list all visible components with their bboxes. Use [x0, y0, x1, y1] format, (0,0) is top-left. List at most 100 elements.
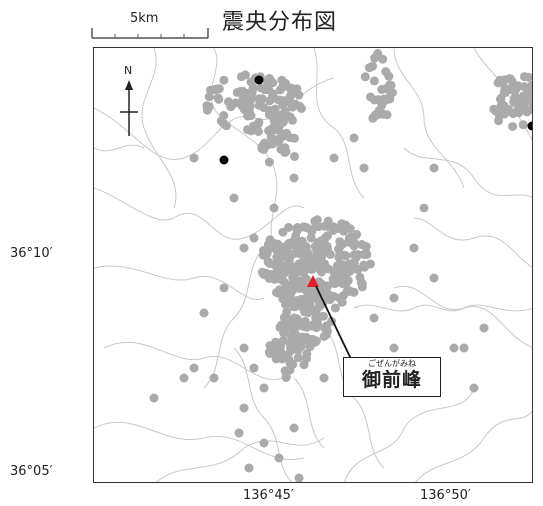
epicenter-dot: [289, 87, 299, 97]
epicenter-dot: [278, 227, 288, 237]
epicenter-dot: [295, 101, 305, 111]
epicenter-dot: [254, 94, 264, 104]
epicenter-dot: [523, 91, 532, 101]
epicenter-dot: [274, 95, 283, 105]
epicenter-dot: [320, 233, 330, 243]
epicenter-dot: [199, 308, 209, 318]
epicenter-dot: [409, 243, 419, 253]
epicenter-dot: [231, 98, 241, 108]
epicenter-dot: [306, 233, 316, 243]
epicenter-dot: [239, 243, 249, 253]
epicenter-dot: [311, 336, 321, 346]
epicenter-dot: [339, 226, 349, 236]
epicenter-dot: [429, 273, 439, 283]
epicenter-dot: [270, 274, 279, 284]
epicenter-dot: [261, 268, 271, 278]
map-title: 震央分布図: [222, 10, 338, 35]
epicenter-dot: [299, 222, 308, 232]
epicenter-dot: [381, 67, 391, 77]
epicenter-dot: [274, 126, 284, 135]
epicenter-dot: [247, 88, 257, 98]
epicenter-dot: [268, 347, 278, 357]
epicenter-dot: [279, 117, 288, 127]
epicenter-dot: [290, 296, 300, 306]
summit-name: 御前峰: [361, 369, 422, 391]
epicenter-dot: [214, 94, 224, 104]
epicenter-dot: [500, 83, 510, 93]
epicenter-dot: [299, 360, 309, 370]
scale-bar: [91, 28, 209, 39]
epicenter-dot: [329, 266, 339, 276]
epicenter-dot: [285, 285, 295, 295]
epicenter-dot: [283, 249, 293, 259]
epicenter-dot: [288, 278, 298, 288]
epicenter-dot: [179, 373, 189, 383]
epicenter-dot: [344, 233, 354, 243]
epicenter-dot: [282, 307, 292, 317]
epicenter-dot: [313, 257, 323, 267]
epicenter-dot: [212, 84, 222, 94]
epicenter-dot: [310, 216, 320, 226]
epicenter-dot: [296, 248, 306, 258]
epicenter-dot: [269, 203, 279, 213]
epicenter-dot: [239, 403, 249, 413]
epicenter-dot: [271, 259, 281, 269]
epicenter-dot: [335, 293, 345, 303]
epicenter-dot: [219, 283, 229, 293]
latitude-label-36-05: 36°05′: [10, 464, 53, 479]
epicenter-dot: [319, 373, 329, 383]
large-event-dot: [527, 121, 532, 131]
epicenter-dot: [323, 326, 332, 336]
epicenter-dot: [313, 245, 323, 255]
epicenter-dot: [292, 224, 302, 234]
epicenter-dot: [250, 124, 260, 134]
epicenter-dot: [290, 152, 299, 161]
epicenter-dot: [204, 92, 214, 102]
epicenter-dot: [459, 343, 469, 353]
epicenter-dot: [342, 286, 352, 296]
epicenter-dot: [297, 296, 307, 306]
longitude-label-136-50: 136°50′: [420, 488, 471, 503]
north-label: N: [124, 64, 133, 77]
epicenter-dot: [335, 237, 345, 247]
epicenter-dot: [419, 203, 429, 213]
epicenter-dot: [280, 81, 290, 91]
epicenter-dot: [329, 222, 338, 232]
epicenter-dot: [359, 163, 369, 173]
epicenter-dot: [259, 438, 269, 448]
summit-name-ruby: ごぜんがみね: [368, 359, 416, 368]
epicenter-dot: [256, 83, 266, 93]
epicenter-dot: [265, 243, 275, 253]
epicenter-dot: [264, 85, 274, 95]
epicenter-dot: [329, 153, 339, 163]
epicenter-dot: [310, 306, 319, 316]
epicenter-dot: [277, 110, 287, 120]
epicenter-dot: [352, 264, 362, 274]
epicenter-dot: [189, 363, 199, 373]
epicenter-dot: [219, 118, 229, 128]
epicenter-dot: [289, 173, 299, 183]
epicenter-dot: [284, 355, 294, 365]
epicenter-dot: [235, 87, 245, 96]
epicenter-dot: [263, 257, 273, 267]
epicenter-dot: [219, 75, 229, 85]
epicenter-dot: [249, 363, 259, 373]
epicenter-dot: [282, 128, 292, 138]
epicenter-dot: [388, 88, 397, 98]
epicenter-dot: [340, 250, 350, 260]
latitude-label-36-10: 36°10′: [10, 246, 53, 261]
epicenter-dot: [239, 343, 249, 353]
epicenter-dot: [519, 82, 529, 92]
epicenter-dot: [266, 132, 276, 142]
epicenter-dot: [385, 80, 395, 90]
epicenter-dot: [491, 106, 501, 116]
epicenter-dot: [532, 88, 533, 97]
epicenter-dot: [360, 72, 370, 82]
epicenter-dot: [389, 293, 399, 303]
epicenter-dot: [523, 72, 532, 82]
epicenter-dot: [244, 98, 254, 108]
epicenter-dot: [259, 145, 269, 154]
epicenter-dot: [294, 259, 304, 269]
epicenter-dot: [479, 323, 489, 333]
epicenter-dot: [280, 147, 290, 157]
